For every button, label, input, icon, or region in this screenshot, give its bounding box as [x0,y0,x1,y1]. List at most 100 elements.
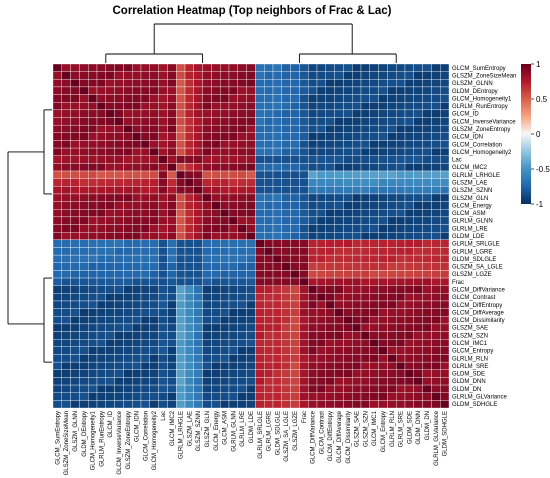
heatmap-cell [70,331,80,340]
heatmap-cell [343,63,353,72]
heatmap-cell [413,178,423,187]
heatmap-cell [290,124,300,133]
heatmap-cell [264,308,274,317]
heatmap-cell [360,140,370,149]
heatmap-cell [396,262,406,271]
heatmap-cell [61,300,71,309]
heatmap-cell [360,239,370,248]
heatmap-cell [360,323,370,332]
heatmap-cell [290,316,300,325]
heatmap-cell [360,262,370,271]
heatmap-cell [70,339,80,348]
heatmap-cell [70,132,80,141]
heatmap-cell [360,201,370,210]
heatmap-cell [246,117,256,126]
heatmap-cell [387,339,397,348]
heatmap-cell [378,323,388,332]
heatmap-cell [176,63,186,72]
row-label: GLCM_Contrast [452,295,496,301]
column-label: GLRLM_SRLGLE [258,411,264,459]
heatmap-cell [404,346,414,355]
heatmap-cell [325,277,335,286]
heatmap-cell [264,354,274,363]
heatmap-cell [281,109,291,118]
heatmap-cell [70,239,80,248]
heatmap-cell [281,277,291,286]
heatmap-cell [255,270,265,279]
column-label: GLCM_ASM [223,411,229,445]
heatmap-cell [255,124,265,133]
heatmap-cell [149,201,159,210]
heatmap-cell [272,209,282,218]
heatmap-cell [413,209,423,218]
heatmap-cell [352,163,362,172]
heatmap-cell [360,300,370,309]
heatmap-cell [272,193,282,202]
heatmap-cell [387,86,397,95]
heatmap-cell [360,178,370,187]
heatmap-cell [431,147,441,156]
heatmap-cell [343,232,353,240]
heatmap-cell [228,147,238,156]
heatmap-cell [281,155,291,164]
heatmap-cell [167,247,177,256]
heatmap-cell [158,331,168,340]
heatmap-cell [246,109,256,118]
heatmap-cell [440,155,450,164]
heatmap-cell [220,308,230,317]
heatmap-cell [79,124,89,133]
heatmap-cell [325,254,335,263]
heatmap-cell [96,232,106,240]
heatmap-cell [255,377,265,386]
heatmap-cell [325,400,335,409]
heatmap-cell [211,270,221,279]
heatmap-cell [343,102,353,111]
heatmap-cell [360,392,370,401]
heatmap-cell [193,186,203,195]
heatmap-cell [431,170,441,179]
heatmap-cell [431,254,441,263]
heatmap-cell [255,201,265,210]
heatmap-cell [193,308,203,317]
heatmap-cell [281,178,291,187]
heatmap-cell [176,117,186,126]
heatmap-cell [422,270,432,279]
heatmap-cell [52,400,62,409]
column-label: GLSZM_ZoneEntropy [126,411,132,469]
heatmap-cell [440,163,450,172]
heatmap-cell [167,140,177,149]
heatmap-cell [246,384,256,393]
heatmap-cell [246,193,256,202]
heatmap-cell [404,170,414,179]
heatmap-cell [202,132,212,141]
heatmap-cell [440,262,450,271]
heatmap-cell [343,155,353,164]
heatmap-cell [193,170,203,179]
heatmap-cell [70,147,80,156]
heatmap-cell [79,323,89,332]
heatmap-cell [88,201,98,210]
heatmap-cell [70,71,80,80]
heatmap-cell [404,232,414,240]
heatmap-cell [422,339,432,348]
column-label: GLDM_SDHGLE [443,411,449,456]
heatmap-cell [105,369,115,378]
heatmap-cell [299,331,309,340]
heatmap-cell [440,124,450,133]
heatmap-cell [246,361,256,370]
heatmap-cell [123,109,133,118]
heatmap-cell [202,124,212,133]
heatmap-cell [343,117,353,126]
heatmap-cell [220,270,230,279]
heatmap-cell [88,369,98,378]
heatmap-cell [167,63,177,72]
column-label: GLRLM_LGRE [267,411,273,451]
row-label: GLCM_ASM [452,211,486,217]
column-label: GLSZM_SA_LGLE [284,411,290,462]
heatmap-cell [281,232,291,240]
heatmap-cell [360,377,370,386]
heatmap-cell [114,293,124,302]
heatmap-cell [404,209,414,218]
heatmap-cell [123,102,133,111]
heatmap-cell [176,285,186,294]
